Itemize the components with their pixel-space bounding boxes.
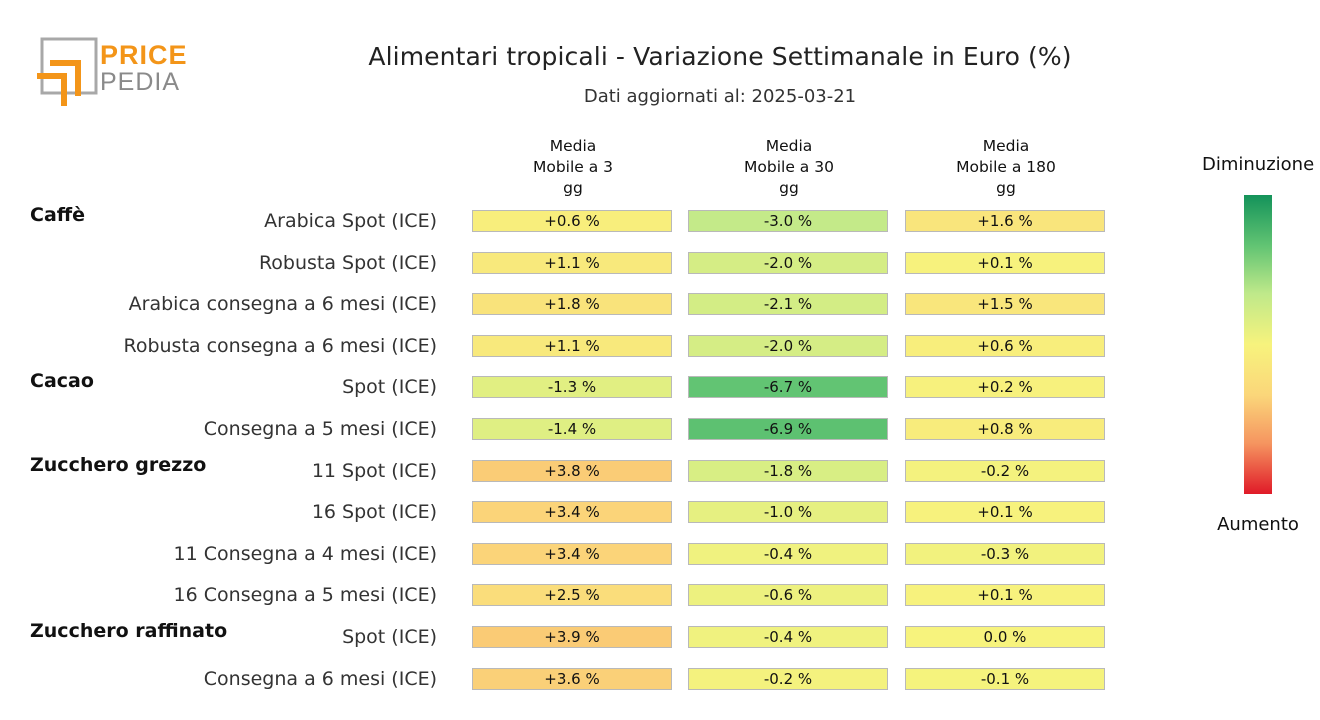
heatmap-cell: -0.1 %	[905, 667, 1105, 690]
row-label: Arabica Spot (ICE)	[264, 210, 437, 232]
row-label: 11 Consegna a 4 mesi (ICE)	[173, 542, 437, 565]
heatmap-cell: -1.8 %	[688, 459, 888, 482]
row-label: Robusta Spot (ICE)	[258, 251, 437, 274]
heatmap-cell: +0.1 %	[905, 501, 1105, 524]
heatmap-cell: +2.5 %	[472, 584, 672, 607]
heatmap-cell: -0.6 %	[688, 584, 888, 607]
heatmap-cell: +1.1 %	[472, 334, 672, 357]
heatmap-cell: -2.0 %	[688, 334, 888, 357]
heatmap-cell: +1.5 %	[905, 293, 1105, 316]
row-label: Consegna a 6 mesi (ICE)	[203, 667, 437, 690]
row-label: 16 Consegna a 5 mesi (ICE)	[173, 584, 437, 607]
heatmap-cell: -1.0 %	[688, 501, 888, 524]
heatmap-cell: -2.1 %	[688, 293, 888, 316]
heatmap-cell: -0.2 %	[905, 459, 1105, 482]
heatmap-cell: -6.7 %	[688, 376, 888, 399]
heatmap-cell: -0.3 %	[905, 542, 1105, 565]
heatmap-cell: +3.9 %	[472, 626, 672, 648]
heatmap-cell: +1.8 %	[472, 293, 672, 316]
heatmap-cell: -1.3 %	[472, 376, 672, 399]
heatmap-cell: +3.6 %	[472, 667, 672, 690]
heatmap-cell: +3.4 %	[472, 501, 672, 524]
row-label: Arabica consegna a 6 mesi (ICE)	[128, 293, 437, 316]
group-label: Caffè	[30, 204, 86, 226]
heatmap-cell: +0.6 %	[905, 334, 1105, 357]
heatmap-cell: +0.1 %	[905, 251, 1105, 274]
heatmap-cell: -3.0 %	[688, 210, 888, 232]
logo-mark	[37, 37, 98, 106]
heatmap-cell: +0.6 %	[472, 210, 672, 232]
legend-top-label: Diminuzione	[1202, 154, 1315, 175]
chart-subtitle: Dati aggiornati al: 2025-03-21	[583, 86, 857, 107]
row-label: Spot (ICE)	[342, 626, 437, 648]
row-label: 16 Spot (ICE)	[311, 501, 437, 524]
logo-text-price: PRICE	[100, 40, 188, 70]
heatmap-cell: +0.8 %	[905, 418, 1105, 440]
row-label: 11 Spot (ICE)	[311, 459, 437, 482]
heatmap-cell: +1.6 %	[905, 210, 1105, 232]
heatmap-cell: +3.4 %	[472, 542, 672, 565]
group-label: Zucchero grezzo	[30, 453, 207, 476]
legend-color-bar	[1244, 195, 1272, 494]
legend-bottom-label: Aumento	[1217, 514, 1299, 535]
row-label: Spot (ICE)	[342, 376, 437, 399]
heatmap-cell: -2.0 %	[688, 251, 888, 274]
heatmap-cell: +1.1 %	[472, 251, 672, 274]
row-label: Consegna a 5 mesi (ICE)	[203, 418, 437, 440]
column-header-ma180: Media Mobile a 180 gg	[956, 137, 1056, 197]
logo-text-pedia: PEDIA	[100, 68, 180, 96]
heatmap-cell: -0.4 %	[688, 542, 888, 565]
column-header-ma30: Media Mobile a 30 gg	[744, 137, 834, 197]
chart-title: Alimentari tropicali - Variazione Settim…	[368, 42, 1072, 71]
heatmap-cell: -0.2 %	[688, 667, 888, 690]
pricepedia-logo: PRICE PEDIA	[37, 37, 188, 106]
heatmap-cell: -0.4 %	[688, 626, 888, 648]
heatmap-cell: 0.0 %	[905, 626, 1105, 648]
heatmap-cell: -1.4 %	[472, 418, 672, 440]
heatmap-cell: -6.9 %	[688, 418, 888, 440]
group-label: Zucchero raffinato	[30, 620, 228, 642]
group-label: Cacao	[30, 370, 94, 393]
column-header-ma3: Media Mobile a 3 gg	[532, 137, 614, 197]
heatmap-cell: +0.1 %	[905, 584, 1105, 607]
row-label: Robusta consegna a 6 mesi (ICE)	[123, 334, 437, 357]
heatmap-cell: +3.8 %	[472, 459, 672, 482]
heatmap-cell: +0.2 %	[905, 376, 1105, 399]
